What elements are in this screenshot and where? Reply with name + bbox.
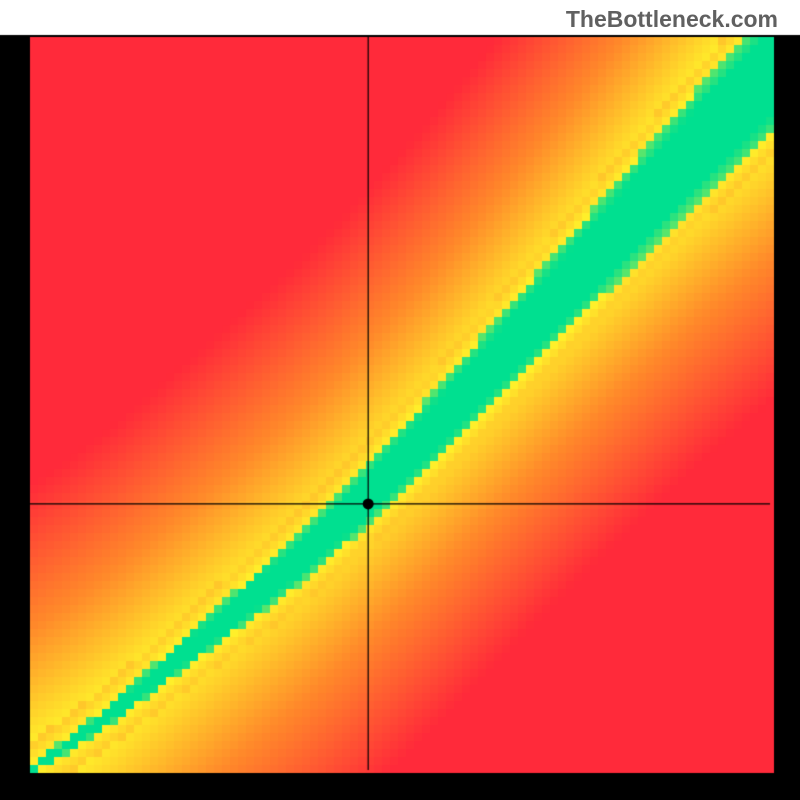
chart-container: TheBottleneck.com bbox=[0, 0, 800, 800]
watermark-text: TheBottleneck.com bbox=[566, 6, 778, 33]
bottleneck-heatmap bbox=[0, 0, 800, 800]
